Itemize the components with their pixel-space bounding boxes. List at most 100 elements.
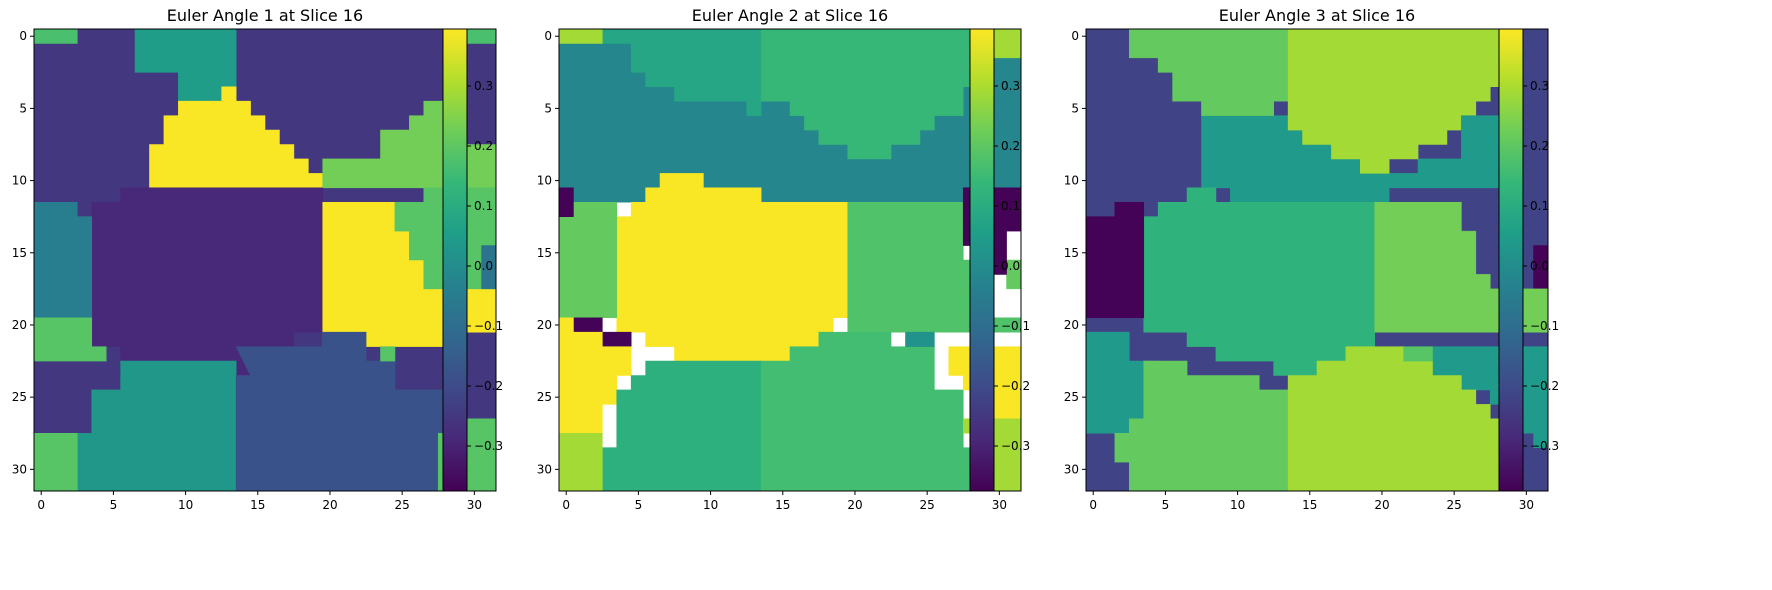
x-tick-label: 10: [178, 498, 193, 512]
y-tick-label: 10: [537, 174, 552, 188]
chart-title: Euler Angle 2 at Slice 16: [692, 6, 888, 25]
grain-region: [34, 201, 93, 319]
colorbar-tick-label: 0.1: [1530, 199, 1549, 213]
colorbar-tick-label: 0.1: [474, 199, 493, 213]
colorbar-tick-label: −0.1: [1530, 319, 1559, 333]
colorbar-tick-label: −0.1: [1001, 319, 1030, 333]
x-tick-label: 15: [250, 498, 265, 512]
colorbar-tick-label: −0.3: [474, 439, 503, 453]
colorbar-tick-label: −0.3: [1001, 439, 1030, 453]
plot-frame: [558, 28, 1022, 492]
grain-region: [760, 331, 978, 491]
grain-region: [466, 29, 496, 44]
y-tick-label: 30: [12, 462, 27, 476]
colorbar-tick-label: 0.2: [1530, 139, 1549, 153]
y-tick-label: 5: [19, 101, 27, 115]
x-tick-label: 20: [1374, 498, 1389, 512]
grain-region: [559, 201, 618, 319]
x-tick-label: 15: [1302, 498, 1317, 512]
x-tick-label: 30: [1519, 498, 1534, 512]
colorbar-tick-label: 0.0: [1530, 259, 1549, 273]
colorbar-frame: [442, 28, 468, 492]
x-tick-label: 5: [110, 498, 118, 512]
grain-region: [34, 432, 78, 491]
grain-region: [559, 432, 603, 491]
y-tick-label: 20: [537, 318, 552, 332]
x-tick-label: 0: [37, 498, 45, 512]
colorbar-tick-label: 0.3: [474, 79, 493, 93]
grain-region: [1533, 245, 1548, 290]
y-tick-label: 25: [537, 390, 552, 404]
heatmap-image: [559, 29, 1021, 491]
grain-region: [1287, 346, 1520, 491]
colorbar-tick-label: 0.3: [1530, 79, 1549, 93]
x-tick-label: 30: [992, 498, 1007, 512]
colorbar-tick-label: −0.2: [1001, 379, 1030, 393]
x-tick-label: 20: [847, 498, 862, 512]
x-tick-label: 5: [635, 498, 643, 512]
colorbar-tick-label: 0.0: [474, 259, 493, 273]
colorbar-frame: [969, 28, 995, 492]
colorbar-frame: [1498, 28, 1524, 492]
grain-region: [760, 29, 993, 160]
grain-region: [149, 86, 324, 189]
y-tick-label: 20: [12, 318, 27, 332]
y-tick-label: 10: [1064, 174, 1079, 188]
y-tick-label: 0: [544, 29, 552, 43]
grain-region: [77, 29, 237, 102]
chart-panel-2: Euler Angle 2 at Slice 16 0 5 10 15 20 25 30 0 5 1…: [537, 6, 1030, 512]
y-tick-label: 5: [1071, 101, 1079, 115]
colorbar-tick-label: 0.2: [474, 139, 493, 153]
grain-region: [34, 317, 107, 362]
grain-region: [481, 245, 496, 290]
x-tick-label: 10: [1230, 498, 1245, 512]
y-tick-label: 5: [544, 101, 552, 115]
colorbar: [970, 29, 994, 491]
y-tick-label: 15: [12, 246, 27, 260]
colorbar-tick-label: 0.0: [1001, 259, 1020, 273]
colorbar-tick-label: 0.1: [1001, 199, 1020, 213]
grain-region: [1086, 201, 1145, 319]
grain-region: [1114, 360, 1289, 491]
colorbar-tick-label: 0.3: [1001, 79, 1020, 93]
grain-region: [602, 29, 762, 116]
x-tick-label: 25: [395, 498, 410, 512]
y-tick-label: 15: [537, 246, 552, 260]
x-tick-label: 0: [1089, 498, 1097, 512]
x-tick-label: 10: [703, 498, 718, 512]
y-tick-label: 25: [12, 390, 27, 404]
plot-frame: [33, 28, 497, 492]
y-tick-label: 30: [537, 462, 552, 476]
grain-region: [559, 187, 574, 217]
heatmap-image: [1086, 29, 1548, 491]
plot-frame: [1085, 28, 1549, 492]
grain-region: [34, 29, 78, 44]
x-tick-label: 20: [322, 498, 337, 512]
grain-region: [616, 173, 849, 376]
grain-region: [1403, 346, 1433, 362]
y-tick-label: 0: [19, 29, 27, 43]
x-tick-label: 25: [1447, 498, 1462, 512]
chart-panel-1: Euler Angle 1 at Slice 16 0 5 10 15 20 25 30 0 5 1…: [12, 6, 503, 512]
chart-title: Euler Angle 3 at Slice 16: [1219, 6, 1415, 25]
colorbar-tick-label: −0.1: [474, 319, 503, 333]
grain-region: [602, 360, 762, 491]
x-tick-label: 0: [562, 498, 570, 512]
grain-region: [905, 331, 935, 347]
x-tick-label: 25: [920, 498, 935, 512]
x-tick-label: 30: [467, 498, 482, 512]
grain-region: [380, 346, 396, 362]
colorbar: [443, 29, 467, 491]
colorbar: [1499, 29, 1523, 491]
colorbar-tick-label: −0.2: [474, 379, 503, 393]
colorbar-tick-label: −0.2: [1530, 379, 1559, 393]
y-tick-label: 25: [1064, 390, 1079, 404]
x-tick-label: 5: [1162, 498, 1170, 512]
grain-region: [1006, 259, 1021, 290]
y-tick-label: 0: [1071, 29, 1079, 43]
x-tick-label: 15: [775, 498, 790, 512]
y-tick-label: 20: [1064, 318, 1079, 332]
y-tick-label: 15: [1064, 246, 1079, 260]
chart-title: Euler Angle 1 at Slice 16: [167, 6, 363, 25]
